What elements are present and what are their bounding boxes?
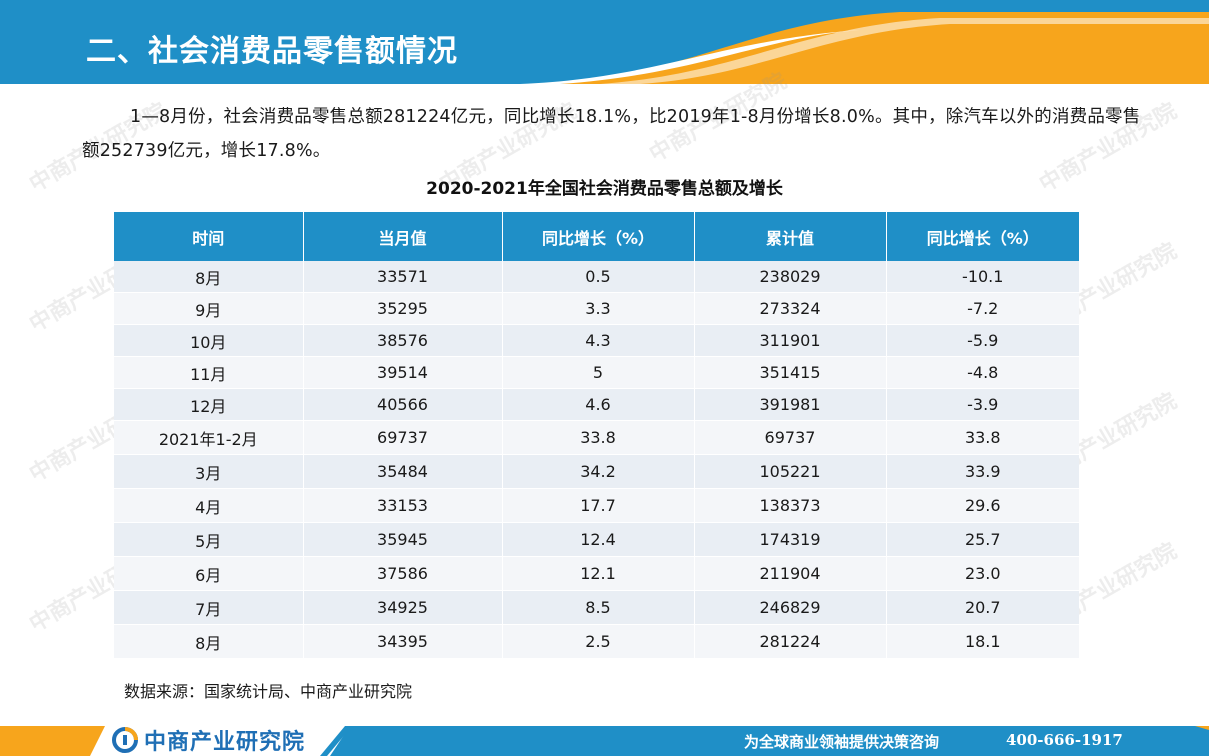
data-source-note: 数据来源：国家统计局、中商产业研究院	[124, 682, 413, 701]
page-title: 二、社会消费品零售额情况	[86, 34, 458, 69]
cell-monthly-yoy: 12.1	[502, 556, 695, 591]
cell-cumulative-yoy: -10.1	[886, 261, 1079, 293]
cell-monthly-yoy: 3.3	[502, 292, 695, 325]
cell-monthly-value: 38576	[303, 324, 503, 357]
column-header-monthly-yoy: 同比增长（%）	[502, 212, 695, 261]
cell-cumulative-value: 311901	[694, 324, 887, 357]
cell-monthly-value: 35295	[303, 292, 503, 325]
table-row: 4月 33153 17.7 138373 29.6	[114, 488, 1079, 523]
cell-cumulative-value: 391981	[694, 388, 887, 421]
table-row: 2021年1-2月 69737 33.8 69737 33.8	[114, 420, 1079, 455]
cell-cumulative-value: 246829	[694, 590, 887, 625]
cell-cumulative-yoy: 23.0	[886, 556, 1079, 591]
footer-background	[0, 726, 1209, 756]
cell-time: 5月	[114, 522, 304, 557]
table-row: 10月 38576 4.3 311901 -5.9	[114, 324, 1079, 357]
cell-cumulative-value: 174319	[694, 522, 887, 557]
cell-cumulative-yoy: -3.9	[886, 388, 1079, 421]
cell-monthly-value: 33153	[303, 488, 503, 523]
cell-monthly-yoy: 12.4	[502, 522, 695, 557]
footer-phone: 400-666-1917	[1006, 731, 1123, 749]
header-band: 二、社会消费品零售额情况	[0, 0, 1209, 84]
cell-time: 6月	[114, 556, 304, 591]
cell-monthly-value: 34925	[303, 590, 503, 625]
cell-cumulative-yoy: 29.6	[886, 488, 1079, 523]
cell-time: 9月	[114, 292, 304, 325]
cell-cumulative-yoy: 33.8	[886, 420, 1079, 455]
column-header-cumulative-value: 累计值	[694, 212, 887, 261]
cell-monthly-yoy: 34.2	[502, 454, 695, 489]
cell-time: 8月	[114, 624, 304, 659]
cell-monthly-yoy: 8.5	[502, 590, 695, 625]
table-row: 11月 39514 5 351415 -4.8	[114, 356, 1079, 389]
cell-cumulative-value: 238029	[694, 261, 887, 293]
cell-time: 10月	[114, 324, 304, 357]
retail-sales-table: 时间 当月值 同比增长（%） 累计值 同比增长（%） 8月 33571 0.5 …	[114, 212, 1079, 659]
cell-monthly-yoy: 4.6	[502, 388, 695, 421]
column-header-cumulative-yoy: 同比增长（%）	[886, 212, 1079, 261]
cell-monthly-yoy: 17.7	[502, 488, 695, 523]
table-header-row: 时间 当月值 同比增长（%） 累计值 同比增长（%）	[114, 212, 1079, 261]
cell-monthly-yoy: 2.5	[502, 624, 695, 659]
footer-logo-text: 中商产业研究院	[144, 730, 306, 755]
footer-band: 中商产业研究院 为全球商业领袖提供决策咨询 400-666-1917	[0, 722, 1209, 756]
cell-monthly-value: 69737	[303, 420, 503, 455]
askci-logo-icon	[112, 727, 138, 753]
table-row: 7月 34925 8.5 246829 20.7	[114, 590, 1079, 625]
cell-time: 7月	[114, 590, 304, 625]
cell-monthly-value: 39514	[303, 356, 503, 389]
cell-time: 12月	[114, 388, 304, 421]
cell-monthly-value: 37586	[303, 556, 503, 591]
cell-time: 4月	[114, 488, 304, 523]
footer-logo: 中商产业研究院	[112, 724, 305, 756]
cell-time: 8月	[114, 261, 304, 293]
cell-monthly-yoy: 0.5	[502, 261, 695, 293]
table-row: 8月 33571 0.5 238029 -10.1	[114, 261, 1079, 293]
table-row: 3月 35484 34.2 105221 33.9	[114, 454, 1079, 489]
footer-slogan: 为全球商业领袖提供决策咨询	[744, 733, 940, 751]
cell-cumulative-value: 69737	[694, 420, 887, 455]
intro-paragraph: 1—8月份，社会消费品零售总额281224亿元，同比增长18.1%，比2019年…	[82, 107, 1141, 161]
cell-cumulative-value: 105221	[694, 454, 887, 489]
cell-cumulative-yoy: -4.8	[886, 356, 1079, 389]
cell-cumulative-value: 281224	[694, 624, 887, 659]
cell-monthly-value: 35484	[303, 454, 503, 489]
cell-time: 3月	[114, 454, 304, 489]
cell-cumulative-value: 273324	[694, 292, 887, 325]
cell-monthly-yoy: 5	[502, 356, 695, 389]
cell-monthly-value: 40566	[303, 388, 503, 421]
cell-cumulative-yoy: 25.7	[886, 522, 1079, 557]
cell-cumulative-yoy: 18.1	[886, 624, 1079, 659]
cell-cumulative-value: 138373	[694, 488, 887, 523]
cell-cumulative-value: 211904	[694, 556, 887, 591]
cell-monthly-yoy: 33.8	[502, 420, 695, 455]
cell-cumulative-yoy: 20.7	[886, 590, 1079, 625]
cell-cumulative-yoy: 33.9	[886, 454, 1079, 489]
cell-monthly-value: 35945	[303, 522, 503, 557]
column-header-time: 时间	[114, 212, 304, 261]
table-row: 5月 35945 12.4 174319 25.7	[114, 522, 1079, 557]
cell-time: 11月	[114, 356, 304, 389]
cell-time: 2021年1-2月	[114, 420, 304, 455]
table-row: 6月 37586 12.1 211904 23.0	[114, 556, 1079, 591]
table-row: 8月 34395 2.5 281224 18.1	[114, 624, 1079, 659]
cell-cumulative-value: 351415	[694, 356, 887, 389]
cell-monthly-yoy: 4.3	[502, 324, 695, 357]
cell-monthly-value: 34395	[303, 624, 503, 659]
table-title: 2020-2021年全国社会消费品零售总额及增长	[426, 179, 783, 199]
table-row: 9月 35295 3.3 273324 -7.2	[114, 292, 1079, 325]
table-row: 12月 40566 4.6 391981 -3.9	[114, 388, 1079, 421]
header-swoosh-decoration	[520, 12, 1209, 84]
cell-cumulative-yoy: -7.2	[886, 292, 1079, 325]
cell-monthly-value: 33571	[303, 261, 503, 293]
cell-cumulative-yoy: -5.9	[886, 324, 1079, 357]
column-header-monthly-value: 当月值	[303, 212, 503, 261]
